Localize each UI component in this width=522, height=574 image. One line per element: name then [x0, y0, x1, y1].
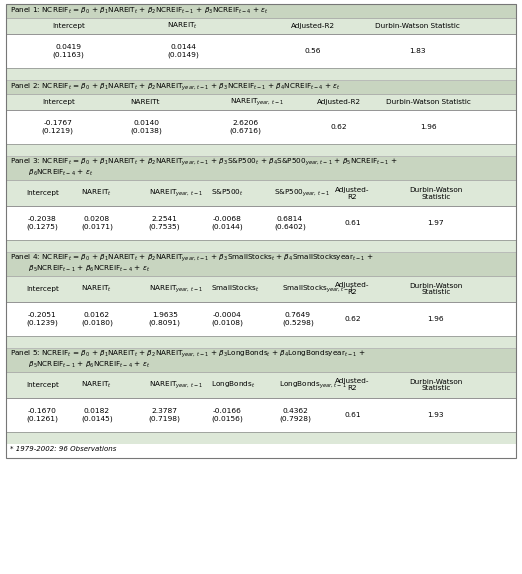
Bar [6, 398, 516, 432]
Bar [6, 34, 516, 68]
Text: Panel 1: NCREIF$_t$ = $\beta_0$ + $\beta_1$NAREIT$_t$ + $\beta_2$NCREIF$_{t-1}$ : Panel 1: NCREIF$_t$ = $\beta_0$ + $\beta… [10, 6, 269, 16]
Text: NAREIT$_t$: NAREIT$_t$ [81, 284, 112, 294]
Text: 0.61: 0.61 [344, 412, 361, 418]
Bar [6, 372, 516, 398]
Text: Durbin-Watson
Statistic: Durbin-Watson Statistic [409, 282, 462, 296]
Bar [6, 110, 516, 144]
Text: $\beta_6$NCREIF$_{t-4}$ + $\varepsilon_t$: $\beta_6$NCREIF$_{t-4}$ + $\varepsilon_t… [10, 168, 94, 179]
Text: NAREIT$_{year,\, t-1}$: NAREIT$_{year,\, t-1}$ [149, 379, 203, 391]
Text: -0.2051
(0.1239): -0.2051 (0.1239) [26, 312, 58, 326]
Text: 0.0208
(0.0171): 0.0208 (0.0171) [81, 216, 113, 230]
Text: -0.1670
(0.1261): -0.1670 (0.1261) [26, 408, 58, 422]
Text: -0.0166
(0.0156): -0.0166 (0.0156) [211, 408, 243, 422]
Text: Panel 2: NCREIF$_t$ = $\beta_0$ + $\beta_1$NAREIT$_t$ + $\beta_2$NAREIT$_{year,\: Panel 2: NCREIF$_t$ = $\beta_0$ + $\beta… [10, 82, 341, 93]
Text: 2.2541
(0.7535): 2.2541 (0.7535) [149, 216, 181, 230]
Text: 0.6814
(0.6402): 0.6814 (0.6402) [274, 216, 306, 230]
Bar [6, 276, 516, 302]
Text: Intercept: Intercept [42, 99, 75, 105]
Bar [6, 180, 516, 206]
Bar [6, 348, 516, 372]
Text: 2.3787
(0.7198): 2.3787 (0.7198) [149, 408, 181, 422]
Text: 0.0140
(0.0138): 0.0140 (0.0138) [130, 120, 162, 134]
Text: 1.96: 1.96 [420, 124, 436, 130]
Bar [6, 336, 516, 348]
Bar [6, 94, 516, 110]
Text: 1.93: 1.93 [428, 412, 444, 418]
Bar [6, 206, 516, 240]
Text: NAREIT$_t$: NAREIT$_t$ [167, 21, 198, 31]
Text: 0.0419
(0.1163): 0.0419 (0.1163) [52, 44, 84, 58]
Text: SmallStocks$_t$: SmallStocks$_t$ [211, 284, 259, 294]
Text: 0.0144
(0.0149): 0.0144 (0.0149) [167, 44, 199, 58]
Text: Intercept: Intercept [26, 382, 59, 388]
Text: S&P500$_{year,\, t-1}$: S&P500$_{year,\, t-1}$ [274, 187, 330, 199]
Bar [6, 4, 516, 18]
Bar [6, 432, 516, 444]
Bar [6, 252, 516, 276]
Text: LongBonds$_{year,\, t-1}$: LongBonds$_{year,\, t-1}$ [279, 379, 347, 391]
Text: 1.96: 1.96 [428, 316, 444, 322]
Text: Adjusted-R2: Adjusted-R2 [291, 23, 335, 29]
Text: NAREIT$_{year,\, t-1}$: NAREIT$_{year,\, t-1}$ [149, 283, 203, 295]
Text: -0.1767
(0.1219): -0.1767 (0.1219) [42, 120, 74, 134]
Text: Panel 5: NCREIF$_t$ = $\beta_0$ + $\beta_1$NAREIT$_t$ + $\beta_2$NAREIT$_{year,\: Panel 5: NCREIF$_t$ = $\beta_0$ + $\beta… [10, 349, 366, 360]
Text: S&P500$_t$: S&P500$_t$ [211, 188, 244, 198]
Text: Durbin-Watson
Statistic: Durbin-Watson Statistic [409, 187, 462, 200]
Text: NAREITt: NAREITt [130, 99, 160, 105]
Text: 0.56: 0.56 [305, 48, 322, 54]
Bar [6, 80, 516, 94]
Text: $\beta_5$NCREIF$_{t-1}$ + $\beta_6$NCREIF$_{t-4}$ + $\varepsilon_t$: $\beta_5$NCREIF$_{t-1}$ + $\beta_6$NCREI… [10, 360, 151, 370]
Text: SmallStocks$_{year,\, t-1}$: SmallStocks$_{year,\, t-1}$ [282, 283, 353, 295]
Bar [6, 18, 516, 34]
Text: LongBonds$_t$: LongBonds$_t$ [211, 380, 256, 390]
Text: 0.62: 0.62 [331, 124, 348, 130]
Text: 2.6206
(0.6716): 2.6206 (0.6716) [230, 120, 262, 134]
Text: 0.0162
(0.0180): 0.0162 (0.0180) [81, 312, 113, 326]
Text: -0.0004
(0.0108): -0.0004 (0.0108) [211, 312, 243, 326]
Text: Adjusted-
R2: Adjusted- R2 [335, 187, 370, 200]
Text: $\beta_5$NCREIF$_{t-1}$ + $\beta_6$NCREIF$_{t-4}$ + $\varepsilon_t$: $\beta_5$NCREIF$_{t-1}$ + $\beta_6$NCREI… [10, 264, 151, 274]
Text: NAREIT$_t$: NAREIT$_t$ [81, 188, 112, 198]
Text: NAREIT$_{year,\, t-1}$: NAREIT$_{year,\, t-1}$ [149, 187, 203, 199]
Bar [6, 4, 516, 458]
Text: NAREIT$_{year,\, t-1}$: NAREIT$_{year,\, t-1}$ [230, 96, 284, 108]
Text: 0.0182
(0.0145): 0.0182 (0.0145) [81, 408, 113, 422]
Text: -0.2038
(0.1275): -0.2038 (0.1275) [26, 216, 58, 230]
Text: * 1979-2002: 96 Observations: * 1979-2002: 96 Observations [10, 446, 117, 452]
Bar [6, 68, 516, 80]
Text: 0.62: 0.62 [344, 316, 361, 322]
Bar [6, 144, 516, 156]
Text: 1.83: 1.83 [409, 48, 426, 54]
Bar [6, 302, 516, 336]
Bar [6, 156, 516, 180]
Text: Durbin-Watson
Statistic: Durbin-Watson Statistic [409, 378, 462, 391]
Text: NAREIT$_t$: NAREIT$_t$ [81, 380, 112, 390]
Text: 1.97: 1.97 [428, 220, 444, 226]
Text: 0.7649
(0.5298): 0.7649 (0.5298) [282, 312, 314, 326]
Text: -0.0068
(0.0144): -0.0068 (0.0144) [211, 216, 243, 230]
Text: Panel 3: NCREIF$_t$ = $\beta_0$ + $\beta_1$NAREIT$_t$ + $\beta_2$NAREIT$_{year,\: Panel 3: NCREIF$_t$ = $\beta_0$ + $\beta… [10, 157, 398, 169]
Text: Panel 4: NCREIF$_t$ = $\beta_0$ + $\beta_1$NAREIT$_t$ + $\beta_2$NAREIT$_{year,\: Panel 4: NCREIF$_t$ = $\beta_0$ + $\beta… [10, 253, 374, 265]
Text: Intercept: Intercept [26, 190, 59, 196]
Text: Intercept: Intercept [26, 286, 59, 292]
Text: Intercept: Intercept [52, 23, 85, 29]
Text: Adjusted-R2: Adjusted-R2 [317, 99, 361, 105]
Text: 0.61: 0.61 [344, 220, 361, 226]
Bar [6, 240, 516, 252]
Text: Durbin-Watson Statistic: Durbin-Watson Statistic [375, 23, 460, 29]
Text: 0.4362
(0.7928): 0.4362 (0.7928) [279, 408, 311, 422]
Text: Adjusted-
R2: Adjusted- R2 [335, 378, 370, 391]
Text: 1.9635
(0.8091): 1.9635 (0.8091) [149, 312, 181, 326]
Text: Durbin-Watson Statistic: Durbin-Watson Statistic [386, 99, 470, 105]
Text: Adjusted-
R2: Adjusted- R2 [335, 282, 370, 296]
